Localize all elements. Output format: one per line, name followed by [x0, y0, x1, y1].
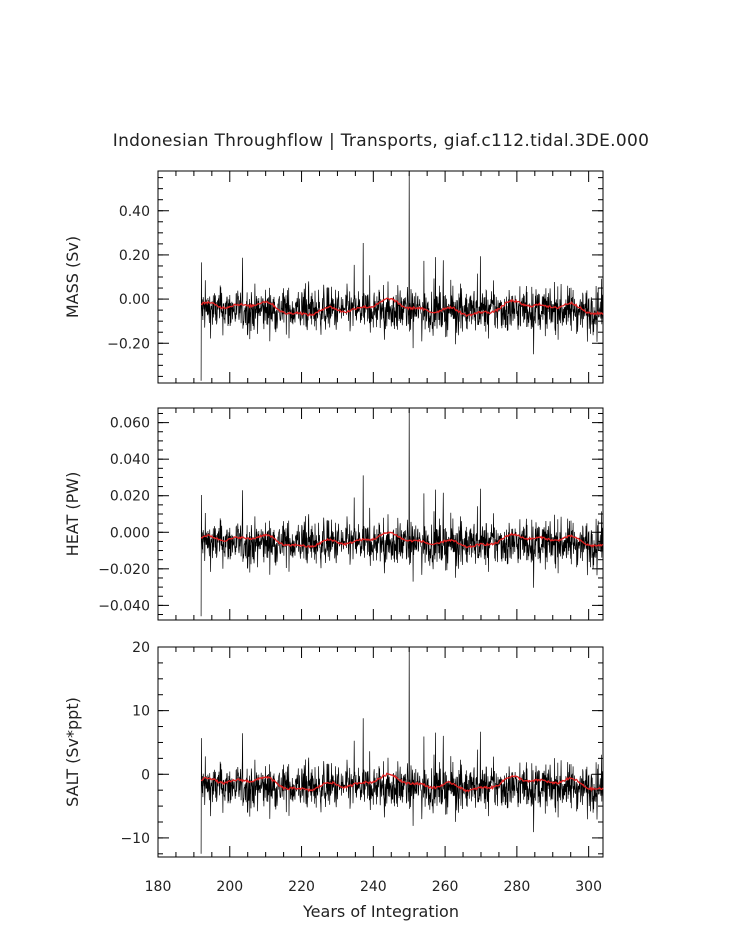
chart-title: Indonesian Throughflow | Transports, gia… [113, 131, 649, 151]
series-running-mean-salt [200, 772, 604, 793]
y-tick-label: 0.20 [119, 248, 150, 264]
y-tick-label: −0.020 [98, 562, 150, 578]
panel-mass: 0.40 0.20 0.00 −0.20 MASS (Sv) [63, 170, 604, 384]
plot-frame-salt [157, 646, 604, 858]
y-tick-label: 0.040 [110, 452, 150, 468]
y-tick-label: −0.040 [98, 598, 150, 614]
x-axis: 180 200 220 240 260 280 300 [145, 879, 602, 895]
y-tick-label: 0.020 [110, 489, 150, 505]
plot-frame-heat [157, 407, 604, 621]
plot-frame-mass [157, 170, 604, 384]
x-tick-label: 260 [432, 879, 459, 895]
x-tick-label: 180 [145, 879, 172, 895]
x-tick-label: 300 [575, 879, 602, 895]
x-tick-label: 220 [288, 879, 315, 895]
x-axis-label: Years of Integration [302, 902, 459, 921]
x-tick-label: 200 [216, 879, 243, 895]
y-tick-label: 20 [132, 640, 150, 656]
y-axis-label-heat: HEAT (PW) [63, 472, 82, 557]
x-tick-label: 240 [360, 879, 387, 895]
y-axis-label-salt: SALT (Sv*ppt) [63, 697, 82, 807]
series-running-mean-heat [200, 531, 604, 549]
y-tick-label: −0.20 [107, 336, 150, 352]
x-tick-label: 280 [504, 879, 531, 895]
panel-salt: 20 10 0 −10 SALT (Sv*ppt) [63, 640, 604, 858]
panel-heat: 0.060 0.040 0.020 0.000 −0.020 −0.040 HEAT (PW… [63, 407, 604, 621]
y-axis-label-mass: MASS (Sv) [63, 236, 82, 318]
series-monthly-heat [200, 409, 604, 617]
series-monthly-salt [200, 646, 604, 854]
y-tick-label: −10 [120, 831, 150, 847]
series-monthly-mass [200, 173, 604, 381]
y-tick-label: 0.40 [119, 204, 150, 220]
y-tick-label: 0.00 [119, 292, 150, 308]
y-tick-label: 0 [141, 767, 150, 783]
y-tick-label: 0.000 [110, 525, 150, 541]
series-running-mean-mass [200, 297, 604, 318]
y-tick-label: 10 [132, 704, 150, 720]
y-tick-label: 0.060 [110, 416, 150, 432]
